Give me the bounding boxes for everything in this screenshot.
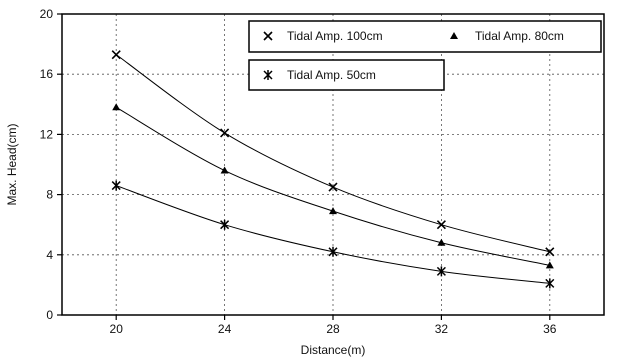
legend-label-50cm: Tidal Amp. 50cm xyxy=(287,68,376,82)
data-point-s0-4 xyxy=(545,247,555,257)
legend-box-top: Tidal Amp. 100cm Tidal Amp. 80cm xyxy=(248,20,602,53)
x-tick-label-4: 36 xyxy=(543,322,557,336)
y-axis-title: Max. Head(cm) xyxy=(5,123,19,205)
x-tick-label-0: 20 xyxy=(110,322,124,336)
x-tick-label-1: 24 xyxy=(218,322,232,336)
y-tick-label-2: 8 xyxy=(46,188,53,202)
data-point-s1-1 xyxy=(220,166,229,174)
legend-label-80cm: Tidal Amp. 80cm xyxy=(475,29,564,43)
data-point-s0-0 xyxy=(111,50,121,60)
data-point-s2-4 xyxy=(545,278,555,289)
series-0 xyxy=(111,50,555,257)
data-point-s1-2 xyxy=(329,207,337,215)
legend-frame-top xyxy=(248,20,602,53)
data-point-s0-1 xyxy=(220,128,230,138)
y-tick-label-3: 12 xyxy=(40,127,54,141)
y-tick-label-4: 16 xyxy=(40,67,54,81)
legend-marker-50cm xyxy=(263,70,273,80)
x-axis-title: Distance(m) xyxy=(301,343,366,357)
x-tick-label-3: 32 xyxy=(435,322,449,336)
series-1 xyxy=(112,103,554,269)
data-point-s2-1 xyxy=(220,219,230,230)
data-point-s0-2 xyxy=(328,182,338,192)
y-tick-label-1: 4 xyxy=(46,248,53,262)
data-point-s2-0 xyxy=(111,180,121,191)
y-tick-label-0: 0 xyxy=(46,308,53,322)
data-point-s1-3 xyxy=(437,238,446,246)
series-2 xyxy=(111,180,555,289)
data-point-s0-3 xyxy=(436,220,446,230)
legend-frame-bottom xyxy=(248,59,445,91)
data-point-s1-4 xyxy=(545,261,554,269)
legend-symbol-0 xyxy=(263,31,273,41)
grid xyxy=(62,14,604,315)
data-point-s2-2 xyxy=(328,246,338,257)
legend-box-bottom: Tidal Amp. 50cm xyxy=(248,59,445,91)
x-tick-label-2: 28 xyxy=(326,322,340,336)
ticks: 20 24 28 32 36 0 4 8 12 16 20 xyxy=(40,7,557,336)
data-point-s2-3 xyxy=(436,266,446,277)
y-tick-label-5: 20 xyxy=(40,7,54,21)
legend-marker-80cm xyxy=(450,32,458,39)
legend-symbol-2 xyxy=(263,70,273,80)
legend-marker-100cm xyxy=(263,31,273,41)
data-point-s1-0 xyxy=(112,103,121,111)
legend-label-100cm: Tidal Amp. 100cm xyxy=(287,29,383,43)
legend-symbol-1 xyxy=(450,32,458,39)
series-layer xyxy=(111,50,555,289)
